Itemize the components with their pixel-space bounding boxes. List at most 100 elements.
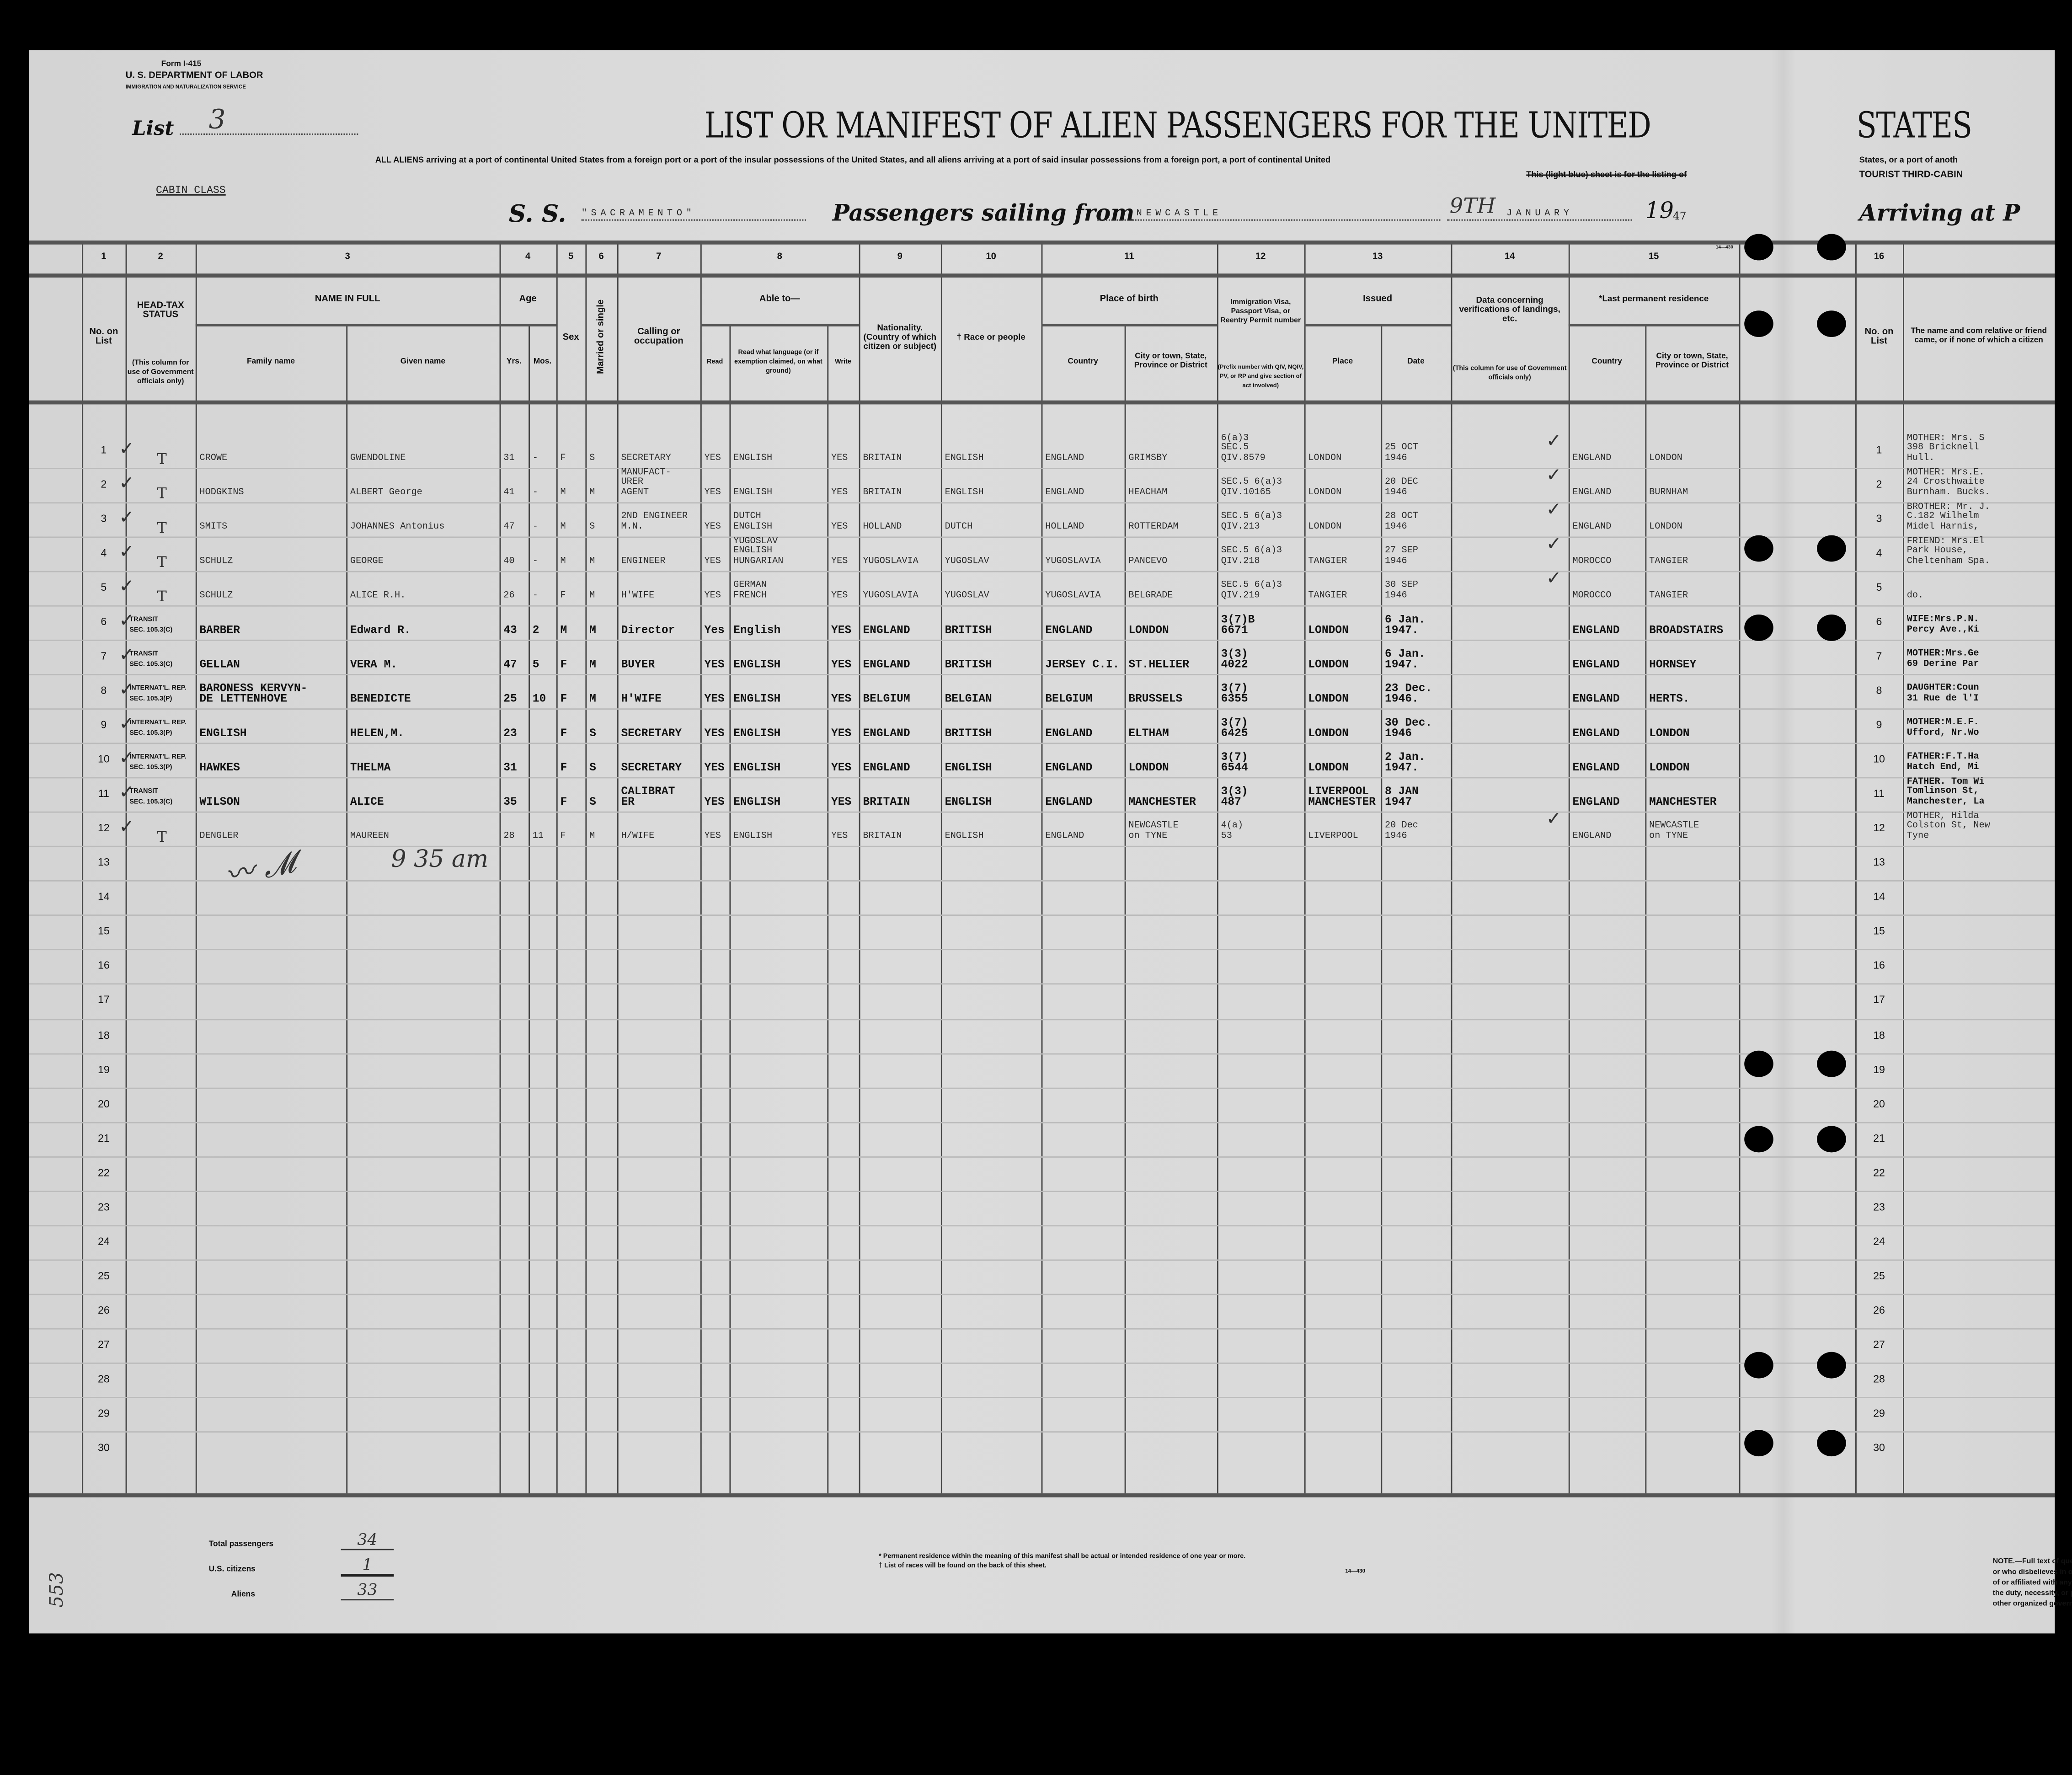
- group-rule: [1041, 324, 1217, 326]
- row-number: 12: [98, 822, 110, 834]
- cell-yrs: 47: [503, 521, 515, 532]
- cell-given: JOHANNES Antonius: [350, 521, 445, 532]
- row-number-16: 27: [1873, 1338, 1885, 1351]
- row-number: 16: [98, 960, 110, 972]
- service: IMMIGRATION AND NATURALIZATION SERVICE: [125, 83, 246, 90]
- row-number-16: 11: [1873, 788, 1885, 800]
- cell-marital: M: [589, 556, 595, 567]
- cell-birth-country: YUGOSLAVIA: [1045, 556, 1101, 567]
- cell-race: ENGLISH: [945, 795, 992, 809]
- column-number: 14: [1504, 252, 1515, 262]
- row-rule: [29, 949, 2055, 951]
- races-footnote: † List of races will be found on the bac…: [879, 1562, 1047, 1570]
- row-number: 28: [98, 1373, 110, 1385]
- cell-issued-place: LONDON: [1308, 692, 1349, 706]
- ship-name: "SACRAMENTO": [581, 209, 806, 221]
- header-name-in-full: NAME IN FULL: [315, 294, 380, 304]
- cell-visa: 3(3) 487: [1221, 785, 1248, 809]
- column-rule: [1304, 241, 1306, 1494]
- column-rule: [1855, 241, 1857, 1494]
- cell-given: HELEN,M.: [350, 726, 404, 740]
- punch-hole-icon: [1744, 1126, 1773, 1153]
- row-number-16: 8: [1876, 684, 1882, 697]
- column-rule: [82, 241, 84, 1494]
- cell-marital: M: [589, 692, 596, 706]
- row-number: 8: [101, 684, 107, 697]
- cell-sex: M: [560, 623, 567, 637]
- cell-mos: -: [532, 452, 538, 464]
- cell-visa: 3(7) 6544: [1221, 751, 1248, 775]
- cell-write: YES: [831, 795, 852, 809]
- cell-given: Edward R.: [350, 623, 411, 637]
- cell-issued-date: 28 OCT 1946: [1385, 511, 1418, 532]
- total-passengers: 34: [341, 1530, 394, 1550]
- cell-birth-city: GRIMSBY: [1128, 452, 1168, 464]
- column-number: 15: [1648, 252, 1659, 262]
- cell-yrs: 28: [503, 831, 515, 842]
- cell-yrs: 47: [503, 658, 517, 671]
- cell-relative: MOTHER:M.E.F. Ufford, Nr.Wo: [1906, 718, 1979, 738]
- year-prefix: 19: [1645, 198, 1674, 225]
- cell-sex: F: [560, 658, 567, 671]
- row-number: 11: [98, 788, 109, 800]
- cell-nationality: BELGIUM: [863, 692, 910, 706]
- header-visa-note: (Prefix number with QIV, NQIV, PV, or RP…: [1218, 363, 1304, 388]
- check-mark-icon: ✓: [119, 645, 135, 667]
- cell-yrs: 26: [503, 590, 515, 601]
- cell-yrs: 41: [503, 487, 515, 498]
- row-number: 29: [98, 1407, 110, 1419]
- cell-family: ENGLISH: [199, 726, 247, 740]
- cell-birth-country: ENGLAND: [1045, 761, 1093, 775]
- cell-tax: TRANSIT SEC. 105.3(C): [129, 650, 173, 668]
- cell-nationality: BRITAIN: [863, 831, 902, 842]
- cell-write: YES: [831, 590, 848, 601]
- cell-birth-city: LONDON: [1128, 623, 1169, 637]
- cell-birth-country: ENGLAND: [1045, 623, 1093, 637]
- cell-occupation: MANUFACT- URER AGENT: [621, 467, 671, 498]
- punch-hole-icon: [1817, 1050, 1846, 1077]
- header-head-tax: HEAD-TAX STATUS: [137, 300, 184, 320]
- row-number-16: 7: [1876, 650, 1882, 663]
- row-number-16: 22: [1873, 1166, 1885, 1179]
- cell-visa: 3(3) 4022: [1221, 647, 1248, 671]
- cell-given: BENEDICTE: [350, 692, 411, 706]
- cell-birth-country: ENGLAND: [1045, 487, 1084, 498]
- cell-marital: M: [589, 590, 595, 601]
- row-rule: [29, 1259, 2055, 1261]
- cell-issued-place: LONDON: [1308, 761, 1349, 775]
- row-number: 21: [98, 1132, 110, 1144]
- row-number-16: 10: [1873, 754, 1885, 766]
- row-number: 1: [101, 444, 107, 456]
- cell-write: YES: [831, 831, 848, 842]
- cell-marital: S: [589, 452, 595, 464]
- cell-visa: SEC.5 6(a)3 QIV.213: [1221, 511, 1282, 532]
- cell-issued-date: 20 DEC 1946: [1385, 477, 1418, 498]
- row-rule: [29, 1328, 2055, 1329]
- cell-family: SCHULZ: [199, 590, 233, 601]
- list-underline: [180, 133, 358, 135]
- row-number-16: 20: [1873, 1097, 1885, 1110]
- punch-hole-icon: [1744, 1050, 1773, 1077]
- header-place-of-birth: Place of birth: [1100, 294, 1159, 304]
- sub-column-rule: [1645, 324, 1647, 1494]
- cell-birth-city: ST.HELIER: [1128, 658, 1190, 671]
- cell-birth-country: ENGLAND: [1045, 726, 1093, 740]
- cell-write: YES: [831, 623, 852, 637]
- row-number: 4: [101, 547, 107, 559]
- check-mark-icon: ✓: [119, 714, 135, 735]
- cell-issued-date: 8 JAN 1947: [1385, 785, 1419, 809]
- cell-tax: T: [157, 588, 167, 605]
- sub-column-rule: [529, 324, 530, 1494]
- cell-race: ENGLISH: [945, 831, 984, 842]
- cell-birth-city: HEACHAM: [1128, 487, 1168, 498]
- cell-visa: 3(7) 6355: [1221, 682, 1248, 706]
- header-given-name: Given name: [400, 357, 446, 366]
- cell-given: THELMA: [350, 761, 391, 775]
- cell-occupation: H'WIFE: [621, 590, 655, 601]
- row-rule: [29, 674, 2055, 676]
- row-rule: [29, 1293, 2055, 1295]
- table-bottom-rule: [29, 1493, 2055, 1497]
- row-rule: [29, 915, 2055, 917]
- subtitle-continued-2: TOURIST THIRD-CABIN: [1859, 170, 1963, 180]
- cell-tax: T: [157, 553, 167, 571]
